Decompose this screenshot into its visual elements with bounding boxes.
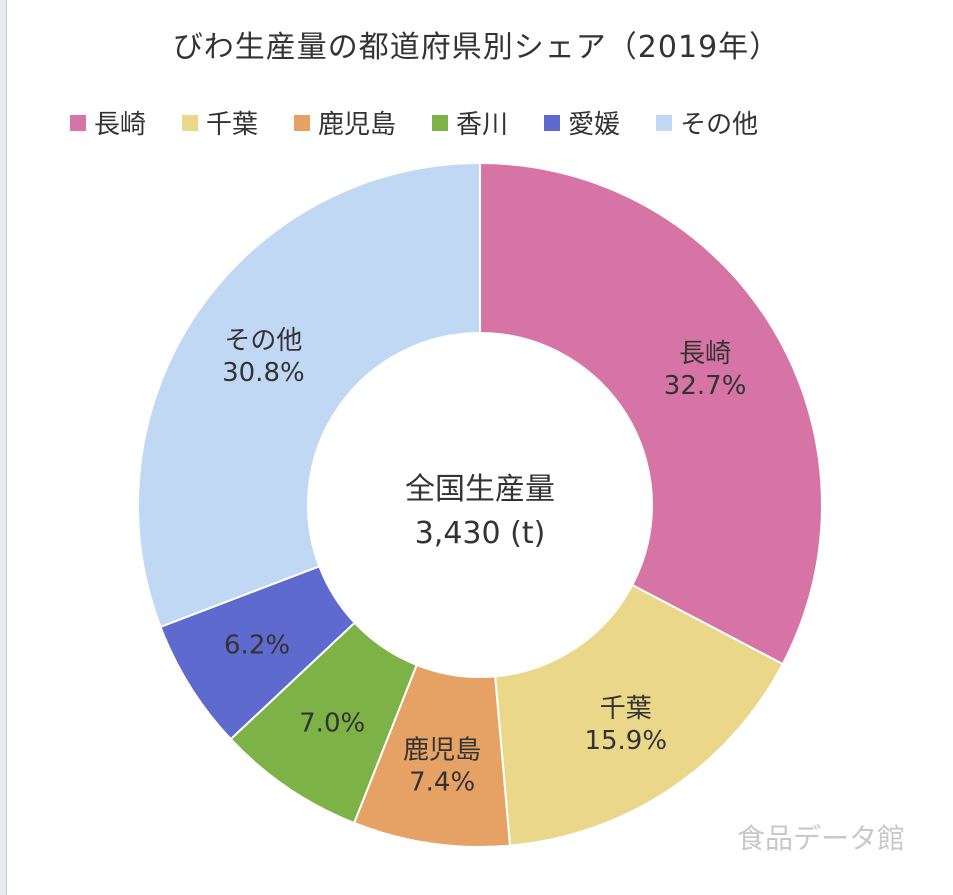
legend-swatch (294, 114, 311, 131)
legend-swatch (432, 114, 449, 131)
legend-label: 愛媛 (568, 110, 621, 140)
legend-swatch (544, 114, 561, 131)
legend-item: 長崎 (70, 104, 146, 141)
legend-item: 愛媛 (544, 104, 620, 141)
legend-swatch (70, 114, 86, 131)
slice-percent-label: 7.0% (299, 709, 365, 739)
donut-slice (137, 161, 481, 629)
legend-label: 長崎 (94, 110, 147, 140)
donut-slice (494, 583, 785, 847)
watermark: 食品データ館 (736, 822, 905, 855)
donut-slice (479, 161, 823, 666)
legend-label: その他 (680, 110, 759, 140)
legend-item: 鹿児島 (294, 104, 396, 141)
slice-percent-label: 6.2% (224, 631, 290, 661)
center-value: 3,430 (t) (415, 516, 546, 551)
slice-name-label: 鹿児島 (403, 735, 481, 765)
legend-item: 千葉 (182, 104, 258, 141)
chart-legend: 長崎 千葉 鹿児島 香川 愛媛 その他 (70, 104, 758, 141)
center-label: 全国生産量 (405, 472, 555, 507)
legend-label: 鹿児島 (318, 110, 397, 140)
slice-name-label: 長崎 (679, 339, 731, 369)
legend-item: その他 (656, 104, 758, 141)
legend-item: 香川 (432, 104, 508, 141)
slice-percent-label: 7.4% (409, 767, 475, 797)
slice-name-label: 千葉 (600, 694, 652, 724)
slice-percent-label: 32.7% (664, 371, 747, 401)
slice-percent-label: 30.8% (222, 358, 305, 388)
slice-percent-label: 15.9% (584, 726, 667, 756)
slice-name-label: その他 (224, 326, 302, 356)
legend-swatch (656, 114, 673, 131)
legend-label: 千葉 (206, 110, 259, 140)
chart-title: びわ生産量の都道府県別シェア（2019年） (172, 30, 781, 65)
legend-swatch (182, 114, 199, 131)
legend-label: 香川 (456, 110, 509, 140)
window-left-edge (0, 0, 7, 895)
